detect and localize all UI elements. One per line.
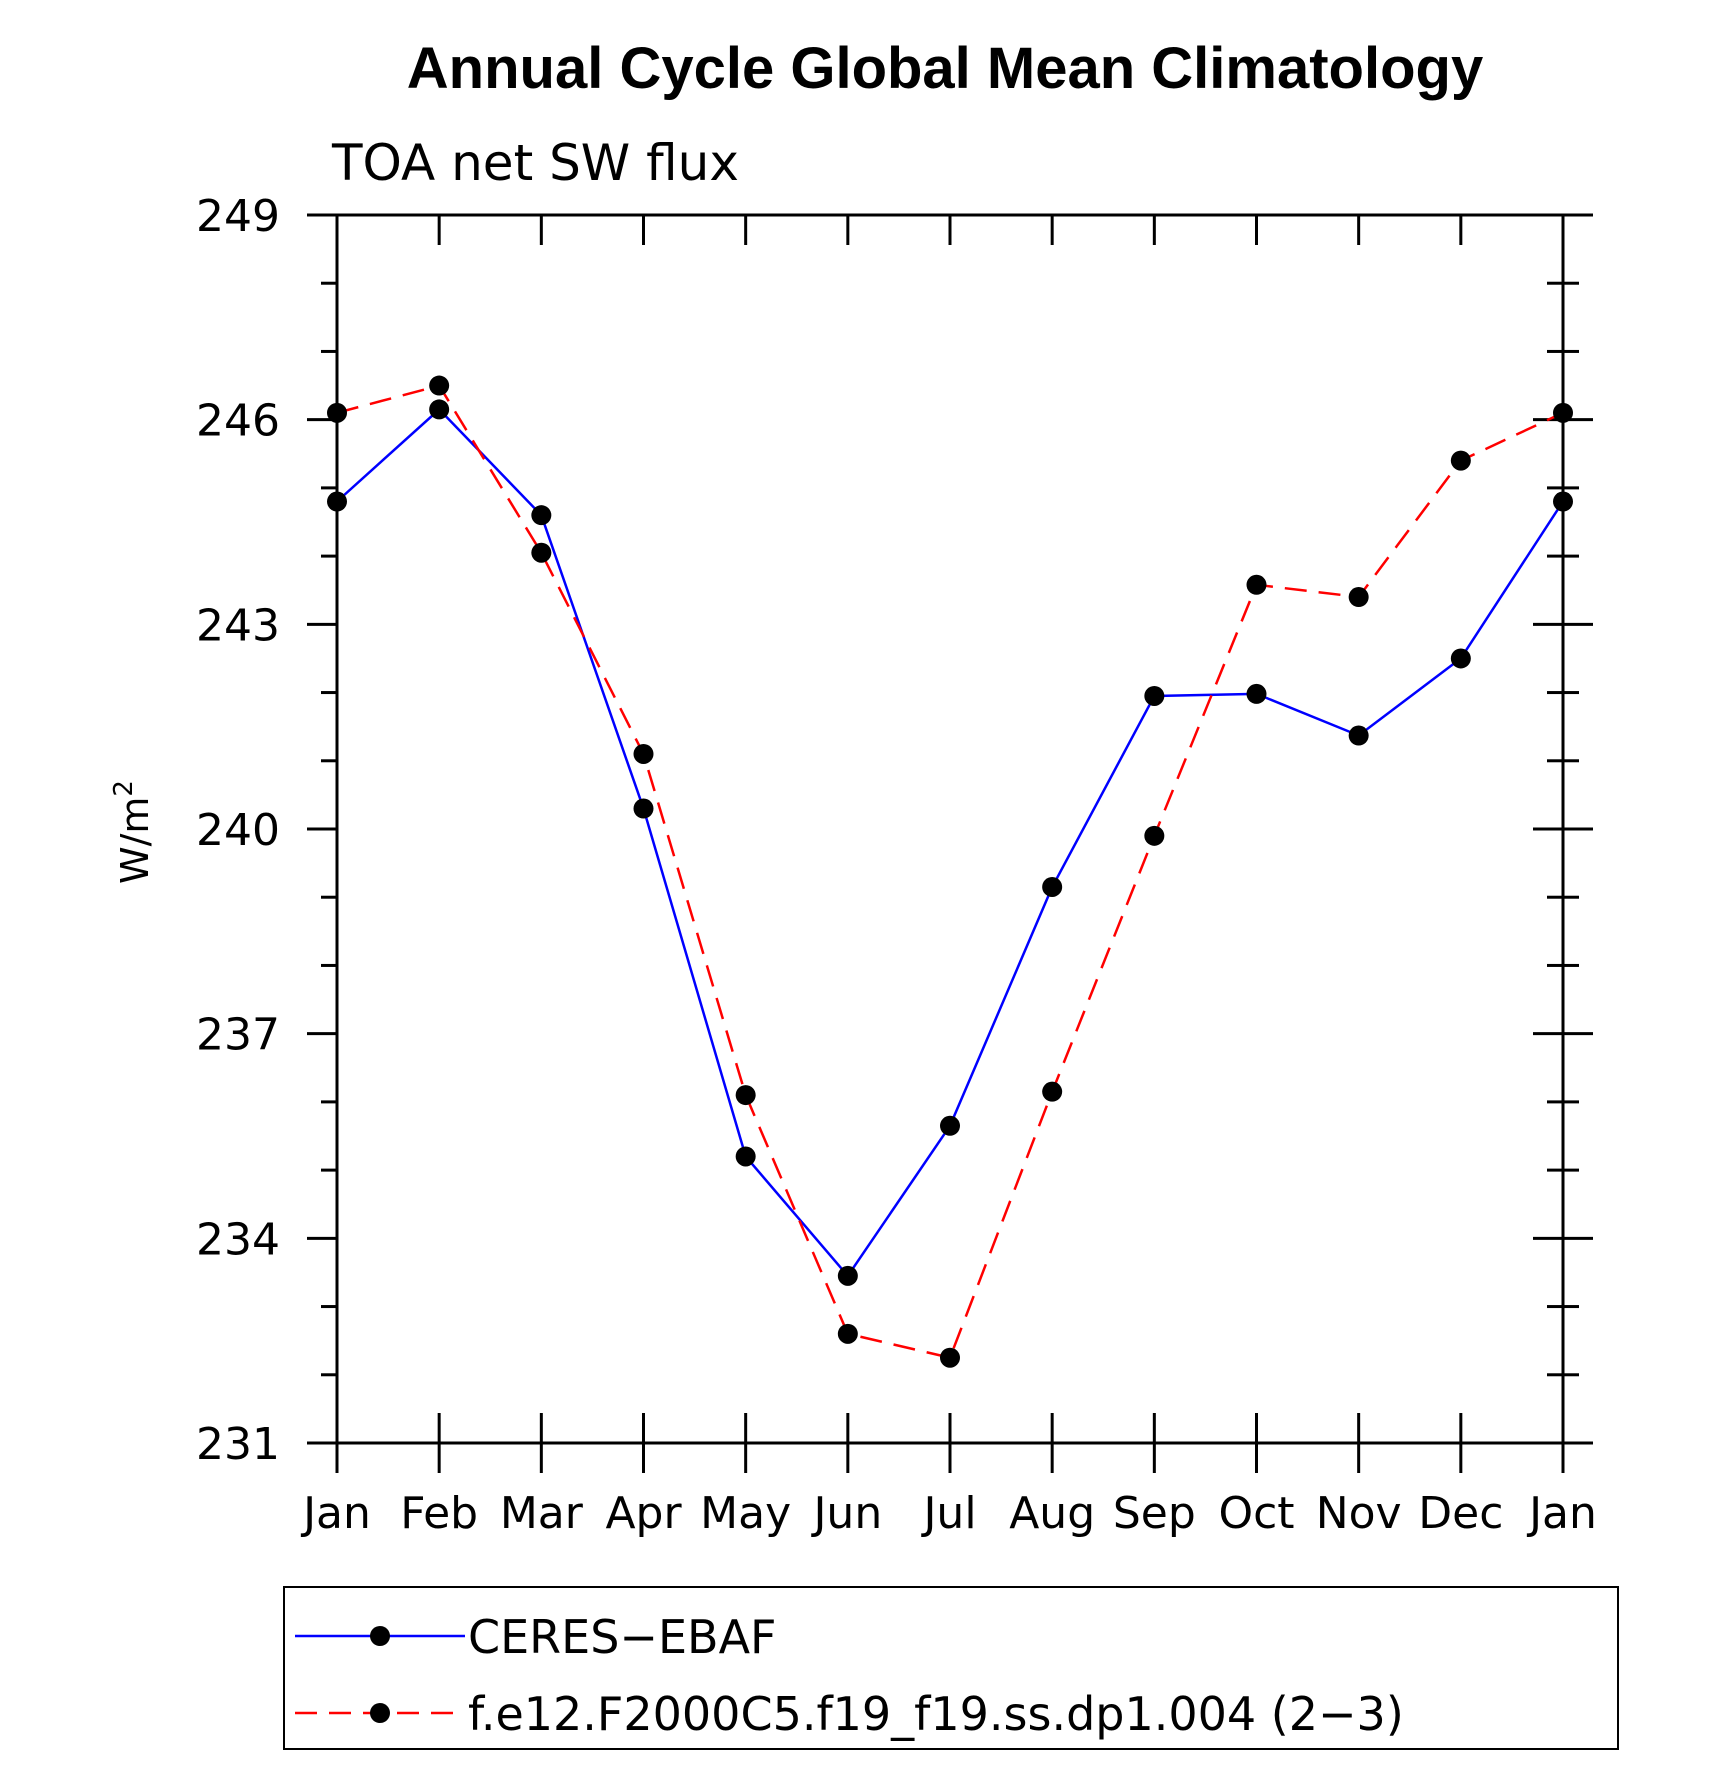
y-axis-label-superscript: 2 — [109, 780, 139, 797]
series-layer — [327, 375, 1573, 1368]
series-1-point — [940, 1115, 960, 1136]
x-tick-label: Nov — [1316, 1488, 1402, 1539]
series-2-point — [1450, 450, 1471, 471]
series-2-point — [633, 743, 654, 764]
series-2-point — [531, 542, 552, 563]
series-2-point — [327, 402, 347, 423]
chart-subtitle: TOA net SW flux — [331, 134, 739, 192]
y-tick-label: 243 — [196, 600, 280, 651]
x-tick-label: Oct — [1218, 1488, 1294, 1539]
series-2-point — [940, 1347, 960, 1368]
x-tick-label: May — [700, 1488, 791, 1539]
x-tick-label: Jan — [300, 1488, 371, 1539]
series-1-point — [1553, 491, 1573, 512]
series-1-point — [1246, 683, 1267, 704]
y-tick-label: 231 — [196, 1419, 280, 1470]
y-axis-label: W/m2 — [109, 780, 157, 884]
x-tick-label: Aug — [1009, 1488, 1095, 1539]
x-tick-label: Jan — [1526, 1488, 1597, 1539]
y-tick-labels: 249 246 243 240 237 234 231 — [196, 191, 280, 1470]
series-1-point — [1450, 648, 1471, 669]
y-tick-label: 234 — [196, 1214, 280, 1265]
series-1-point — [837, 1265, 858, 1286]
series-1-point — [429, 399, 450, 420]
x-tick-label: Jul — [920, 1488, 976, 1539]
legend-swatch-marker-1 — [370, 1626, 390, 1646]
x-tick-label: Feb — [400, 1488, 478, 1539]
plot-frame — [335, 213, 1565, 1445]
legend: CERES−EBAF f.e12.F2000C5.f19_f19.ss.dp1.0… — [283, 1586, 1619, 1750]
x-tick-labels: Jan Feb Mar Apr May Jun Jul Aug Sep Oct Nov Dec Jan — [300, 1488, 1597, 1539]
plot-area: Jan Feb Mar Apr May Jun Jul Aug Sep Oct Nov Dec Jan … — [196, 191, 1597, 1539]
x-tick-label: Apr — [605, 1488, 682, 1539]
series-line-2 — [336, 384, 1564, 1360]
y-tick-label: 246 — [196, 396, 280, 447]
y-tick-label: 237 — [196, 1010, 280, 1061]
y-tick-label: 249 — [196, 191, 280, 242]
series-2-point — [735, 1085, 756, 1106]
series-2-point — [1246, 574, 1267, 595]
legend-items: CERES−EBAF f.e12.F2000C5.f19_f19.ss.dp1.0… — [295, 1610, 1404, 1741]
series-2-point — [1144, 825, 1165, 846]
x-tick-label: Sep — [1113, 1488, 1196, 1539]
series-2-point — [1553, 402, 1573, 423]
legend-label-2: f.e12.F2000C5.f19_f19.ss.dp1.004 (2−3) — [468, 1687, 1404, 1741]
series-1-point — [633, 798, 654, 819]
series-1-point — [1348, 725, 1369, 746]
series-2-point — [837, 1323, 858, 1344]
series-1-point — [735, 1146, 756, 1167]
x-tick-label: Jun — [810, 1488, 882, 1539]
y-tick-label: 240 — [196, 805, 280, 856]
y-axis-label-text: W/m — [113, 797, 157, 884]
series-1-point — [531, 505, 552, 526]
series-2-point — [429, 375, 450, 396]
legend-label-1: CERES−EBAF — [468, 1610, 777, 1664]
series-1-point — [1144, 685, 1165, 706]
series-1-point — [1042, 876, 1063, 897]
x-tick-label: Mar — [500, 1488, 584, 1539]
x-tick-label: Dec — [1418, 1488, 1503, 1539]
series-line-1 — [336, 407, 1565, 1278]
legend-box — [283, 1586, 1619, 1750]
legend-swatch-marker-2 — [370, 1703, 390, 1723]
series-1-point — [327, 491, 347, 512]
series-2-point — [1348, 587, 1369, 608]
series-2-point — [1042, 1081, 1063, 1102]
axis-ticks — [307, 213, 1593, 1473]
chart-title: Annual Cycle Global Mean Climatology — [407, 36, 1483, 101]
